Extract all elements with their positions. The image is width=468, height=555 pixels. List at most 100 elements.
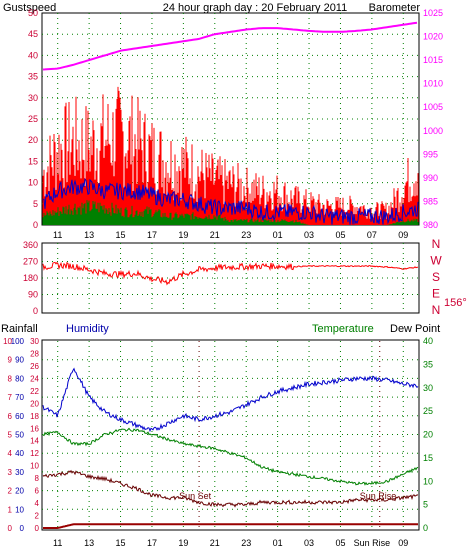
rain-tick-label: 2 <box>8 487 13 496</box>
gust-tick-label: 20 <box>28 135 38 145</box>
wind-hour-label: 03 <box>304 230 314 240</box>
humidity-tick-label: 80 <box>15 374 24 383</box>
barometer-tick-label: 980 <box>423 220 438 230</box>
humidity-tick-label: 0 <box>20 524 25 533</box>
barometer-tick-label: 1015 <box>423 55 443 65</box>
direction-series <box>42 261 419 286</box>
graph-title: 24 hour graph day : 20 February 2011 <box>163 2 347 14</box>
gust-tick-label: 40 <box>28 50 38 60</box>
temp-right-tick-label: 35 <box>423 359 433 369</box>
temp-hour-label: 21 <box>210 538 220 548</box>
temp-right-tick-label: 40 <box>423 336 433 346</box>
barometer-label: Barometer <box>369 2 421 14</box>
wind-hour-label: 09 <box>398 230 408 240</box>
gust-tick-label: 25 <box>28 114 38 124</box>
wind-chart: 0510152025303540455098098599099510001005… <box>28 8 443 240</box>
rain-tick-label: 8 <box>8 374 13 383</box>
humidity-series <box>42 367 419 433</box>
direction-tick-label: 270 <box>23 257 38 267</box>
wind-hour-label: 13 <box>84 230 94 240</box>
temp-hour-label: 03 <box>304 538 314 548</box>
humidity-tick-label: 50 <box>15 431 24 440</box>
sunrise-annotation: Sun Rise <box>360 491 397 501</box>
barometer-tick-label: 995 <box>423 149 438 159</box>
direction-tick-label: 360 <box>23 240 38 250</box>
temp-hour-label: 23 <box>241 538 251 548</box>
temp-left-tick-label: 24 <box>30 374 39 383</box>
direction-tick-label: 90 <box>28 290 38 300</box>
temperature-series <box>42 427 419 486</box>
temperature-label: Temperature <box>312 323 374 335</box>
temp-hour-label: 11 <box>53 538 62 548</box>
humidity-tick-label: 90 <box>15 356 24 365</box>
humidity-label: Humidity <box>66 323 109 335</box>
rain-tick-label: 3 <box>8 468 13 477</box>
wind-hour-label: 07 <box>367 230 377 240</box>
barometer-tick-label: 1000 <box>423 126 443 136</box>
temp-left-tick-label: 22 <box>30 387 39 396</box>
rainfall-label: Rainfall <box>1 323 38 335</box>
compass-label: N <box>432 303 441 317</box>
gust-tick-label: 30 <box>28 93 38 103</box>
gust-tick-label: 0 <box>33 220 38 230</box>
temp-left-tick-label: 0 <box>35 524 40 533</box>
barometer-tick-label: 1025 <box>423 8 443 18</box>
temp-left-tick-label: 8 <box>35 474 40 483</box>
temp-right-tick-label: 15 <box>423 453 433 463</box>
sunset-annotation: Sun Set <box>179 491 212 501</box>
humidity-tick-label: 30 <box>15 468 24 477</box>
barometer-series <box>42 21 418 71</box>
temp-hour-label: 05 <box>335 538 345 548</box>
temp-left-tick-label: 10 <box>30 462 39 471</box>
wind-hour-label: 05 <box>335 230 345 240</box>
temp-right-tick-label: 25 <box>423 406 433 416</box>
wind-speed-series <box>42 177 419 225</box>
temp-left-tick-label: 20 <box>30 399 39 408</box>
rain-tick-label: 1 <box>8 505 13 514</box>
barometer-tick-label: 1005 <box>423 102 443 112</box>
wind-hour-label: 19 <box>178 230 188 240</box>
compass-label: N <box>432 237 441 251</box>
rain-tick-label: 9 <box>8 356 13 365</box>
temp-right-tick-label: 20 <box>423 430 433 440</box>
gust-tick-label: 15 <box>28 156 38 166</box>
temp-humidity-chart: 0123456789100102030405060708090100024681… <box>3 336 433 548</box>
gust-tick-label: 35 <box>28 72 38 82</box>
temp-left-tick-label: 12 <box>30 449 39 458</box>
direction-tick-label: 0 <box>33 306 38 316</box>
dewpoint-label: Dew Point <box>390 323 440 335</box>
temp-hour-label: Sun Rise <box>354 538 391 548</box>
current-direction-value: 156° <box>444 297 467 309</box>
wind-hour-label: 15 <box>116 230 126 240</box>
temp-right-tick-label: 5 <box>423 500 428 510</box>
gust-tick-label: 10 <box>28 178 38 188</box>
temp-left-tick-label: 18 <box>30 412 39 421</box>
direction-tick-label: 180 <box>23 273 38 283</box>
rain-tick-label: 6 <box>8 412 13 421</box>
rainfall-series <box>43 523 418 529</box>
humidity-tick-label: 40 <box>15 449 24 458</box>
compass-label: W <box>430 254 442 268</box>
temp-left-tick-label: 26 <box>30 362 39 371</box>
temp-left-tick-label: 30 <box>30 337 39 346</box>
wind-base-series <box>42 200 419 225</box>
compass-label: E <box>432 287 440 301</box>
rain-tick-label: 0 <box>8 524 13 533</box>
temp-hour-label: 13 <box>84 538 94 548</box>
humidity-tick-label: 70 <box>15 393 24 402</box>
temp-right-tick-label: 10 <box>423 476 433 486</box>
barometer-tick-label: 1010 <box>423 79 443 89</box>
temp-hour-label: 17 <box>147 538 157 548</box>
gust-tick-label: 5 <box>33 199 38 209</box>
gust-tick-label: 45 <box>28 29 38 39</box>
temp-hour-label: 09 <box>398 538 408 548</box>
temp-right-tick-label: 30 <box>423 383 433 393</box>
compass-label: S <box>432 270 440 284</box>
temp-left-tick-label: 16 <box>30 424 39 433</box>
rain-tick-label: 7 <box>8 393 13 402</box>
barometer-tick-label: 1020 <box>423 32 443 42</box>
wind-hour-label: 21 <box>210 230 220 240</box>
gustspeed-label: Gustspeed <box>3 2 56 14</box>
